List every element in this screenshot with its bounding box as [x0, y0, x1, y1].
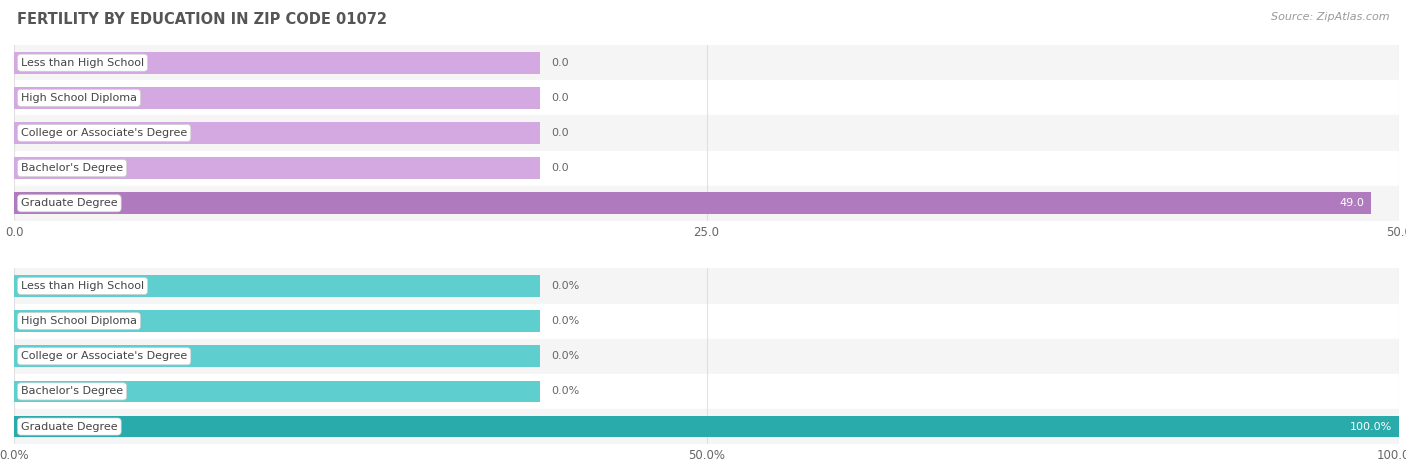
- Text: Less than High School: Less than High School: [21, 57, 143, 68]
- Text: 0.0%: 0.0%: [551, 281, 579, 291]
- Text: 0.0: 0.0: [551, 93, 569, 103]
- Bar: [14, 268, 1399, 304]
- Text: 49.0: 49.0: [1340, 198, 1364, 209]
- Text: Graduate Degree: Graduate Degree: [21, 198, 118, 209]
- Text: 0.0: 0.0: [551, 128, 569, 138]
- Text: 0.0%: 0.0%: [551, 316, 579, 326]
- Text: 0.0: 0.0: [551, 57, 569, 68]
- Bar: [14, 339, 1399, 374]
- Bar: [14, 304, 1399, 339]
- Bar: [14, 87, 540, 109]
- Text: Less than High School: Less than High School: [21, 281, 143, 291]
- Text: 0.0%: 0.0%: [551, 351, 579, 361]
- Bar: [14, 122, 540, 144]
- Bar: [14, 151, 1399, 186]
- Bar: [14, 416, 1399, 437]
- Bar: [14, 275, 540, 297]
- Text: FERTILITY BY EDUCATION IN ZIP CODE 01072: FERTILITY BY EDUCATION IN ZIP CODE 01072: [17, 12, 387, 27]
- Text: College or Associate's Degree: College or Associate's Degree: [21, 351, 187, 361]
- Bar: [14, 374, 1399, 409]
- Text: Graduate Degree: Graduate Degree: [21, 421, 118, 432]
- Bar: [14, 80, 1399, 115]
- Text: 0.0%: 0.0%: [551, 386, 579, 397]
- Bar: [14, 186, 1399, 221]
- Text: 0.0: 0.0: [551, 163, 569, 173]
- Bar: [14, 157, 540, 179]
- Text: High School Diploma: High School Diploma: [21, 316, 136, 326]
- Text: High School Diploma: High School Diploma: [21, 93, 136, 103]
- Bar: [14, 115, 1399, 151]
- Text: Bachelor's Degree: Bachelor's Degree: [21, 386, 124, 397]
- Bar: [14, 192, 1371, 214]
- Text: Source: ZipAtlas.com: Source: ZipAtlas.com: [1271, 12, 1389, 22]
- Bar: [14, 45, 1399, 80]
- Text: 100.0%: 100.0%: [1350, 421, 1392, 432]
- Text: Bachelor's Degree: Bachelor's Degree: [21, 163, 124, 173]
- Text: College or Associate's Degree: College or Associate's Degree: [21, 128, 187, 138]
- Bar: [14, 409, 1399, 444]
- Bar: [14, 345, 540, 367]
- Bar: [14, 380, 540, 402]
- Bar: [14, 310, 540, 332]
- Bar: [14, 52, 540, 74]
